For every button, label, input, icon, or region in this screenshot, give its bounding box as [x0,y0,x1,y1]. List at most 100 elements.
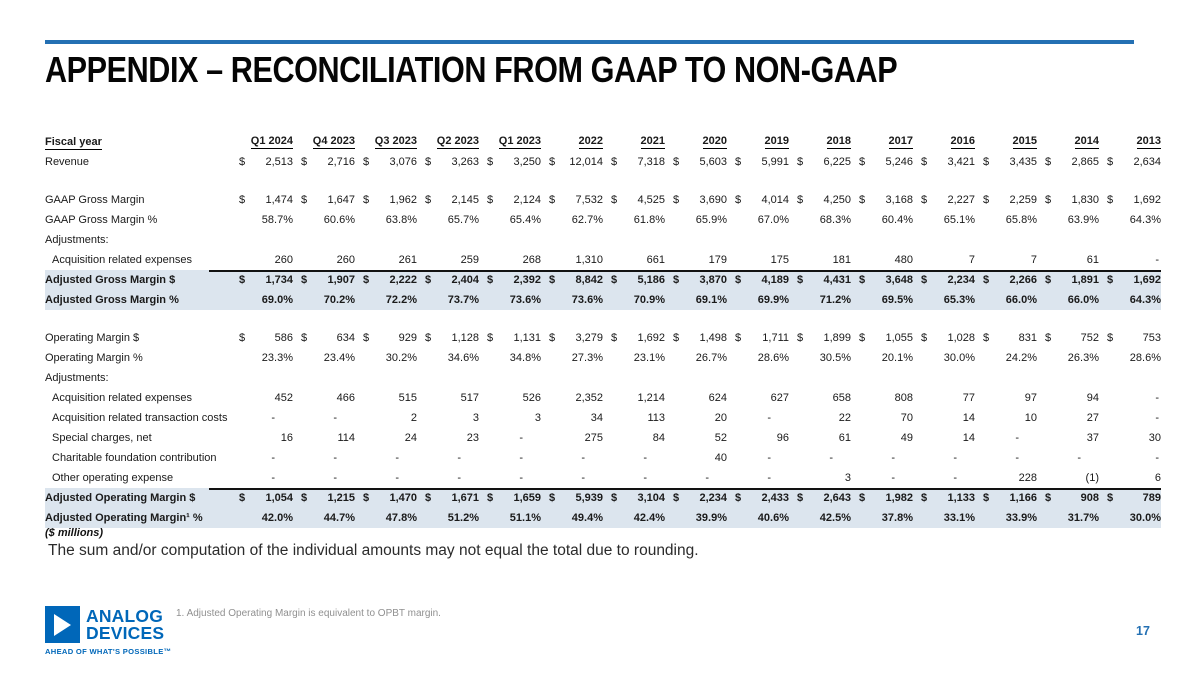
table-cell: - [643,452,647,464]
table-cell: $1,131 [487,332,541,344]
table-row: Operating Margin % 23.3% 23.4% 30.2% 34.6% 34… [45,348,1161,368]
table-cell: $3,104 [611,492,665,504]
table-row: Adjusted Gross Margin % 69.0% 70.2% 72.2% 73… [45,290,1161,310]
table-cell: $1,692 [1107,194,1161,206]
table-cell: 73.6% [509,294,541,306]
table-cell: - [643,472,647,484]
table-cell: 7 [1030,254,1037,266]
table-cell: 24.2% [1005,352,1037,364]
row-label: Operating Margin $ [45,332,140,344]
table-cell: - [519,452,523,464]
table-cell: 51.1% [509,512,541,524]
table-cell: 480 [894,254,913,266]
column-header: 2022 [578,135,603,149]
table-cell: $3,279 [549,332,603,344]
table-cell: $2,634 [1107,156,1161,168]
table-cell: 33.9% [1005,512,1037,524]
table-cell: $1,470 [363,492,417,504]
table-cell: 69.9% [757,294,789,306]
table-cell: 65.4% [509,214,541,226]
table-cell: - [395,452,399,464]
row-label: Adjustments: [45,372,109,384]
table-cell: - [1155,452,1159,464]
table-cell: (1) [1085,472,1099,484]
table-cell: - [767,412,771,424]
table-cell: $5,939 [549,492,603,504]
table-cell: 68.3% [819,214,851,226]
table-cell: $1,166 [983,492,1037,504]
table-cell: 42.5% [819,512,851,524]
table-cell: $2,145 [425,194,479,206]
table-cell: $3,263 [425,156,479,168]
column-header: Q2 2023 [436,135,479,149]
table-cell: $789 [1107,492,1161,504]
table-cell: 65.7% [447,214,479,226]
logo-line1: ANALOG [86,606,164,626]
table-cell: - [271,452,275,464]
table-cell: 34.6% [447,352,479,364]
table-cell: $8,842 [549,274,603,286]
table-cell: 64.3% [1129,294,1161,306]
accent-rule [45,40,1134,44]
table-row: Special charges, net 16 114 24 23 - 275 84 52 96 6… [45,428,1161,448]
table-cell: 260 [274,254,293,266]
logo-wordmark: ANALOG DEVICES [86,608,164,641]
table-cell: 28.6% [757,352,789,364]
table-cell: 515 [398,392,417,404]
table-cell: $634 [301,332,355,344]
table-cell: 33.1% [943,512,975,524]
table-cell: $1,830 [1045,194,1099,206]
table-cell: $4,250 [797,194,851,206]
page-number: 17 [1136,624,1150,638]
table-cell: 175 [770,254,789,266]
table-cell: $2,433 [735,492,789,504]
table-cell: $12,014 [549,156,603,168]
table-cell: 70 [900,412,913,424]
table-cell: $1,055 [859,332,913,344]
column-header: 2018 [826,135,851,149]
table-cell: 2 [410,412,417,424]
table-cell: 39.9% [695,512,727,524]
row-label: Special charges, net [52,432,152,444]
table-cell: 94 [1086,392,1099,404]
table-cell: $3,250 [487,156,541,168]
table-cell: 72.2% [385,294,417,306]
table-cell: $1,711 [735,332,789,344]
table-cell: 26.3% [1067,352,1099,364]
table-cell: 228 [1018,472,1037,484]
table-cell: 23.4% [323,352,355,364]
table-cell: $1,734 [239,274,293,286]
column-header: Q1 2024 [250,135,293,149]
table-cell: 42.4% [633,512,665,524]
table-cell: 51.2% [447,512,479,524]
table-cell: 69.1% [695,294,727,306]
table-cell: $1,028 [921,332,975,344]
table-cell: - [953,472,957,484]
table-cell: 658 [832,392,851,404]
table-cell: - [581,472,585,484]
row-label: Adjustments: [45,234,109,246]
table-cell: $1,128 [425,332,479,344]
row-label: Revenue [45,156,90,168]
table-cell: $3,690 [673,194,727,206]
table-cell: $2,404 [425,274,479,286]
table-cell: - [829,452,833,464]
logo-square [45,606,80,643]
table-cell: - [333,452,337,464]
table-cell: 30.5% [819,352,851,364]
table-cell: $3,648 [859,274,913,286]
table-cell: 64.3% [1129,214,1161,226]
table-cell: 30.0% [943,352,975,364]
units-note: ($ millions) [45,527,104,539]
table-cell: 260 [336,254,355,266]
table-cell: 61 [1086,254,1099,266]
table-cell: - [1155,392,1159,404]
table-row: Other operating expense - - - - - - - - - 3 - - 228 (1… [45,468,1161,488]
table-row: Acquisition related transaction costs - - 2… [45,408,1161,428]
column-header: 2019 [764,135,789,149]
table-cell: $1,133 [921,492,975,504]
table-cell: 20 [714,412,727,424]
table-cell: $2,234 [673,492,727,504]
table-cell: 114 [337,432,355,444]
table-cell: $1,692 [1107,274,1161,286]
